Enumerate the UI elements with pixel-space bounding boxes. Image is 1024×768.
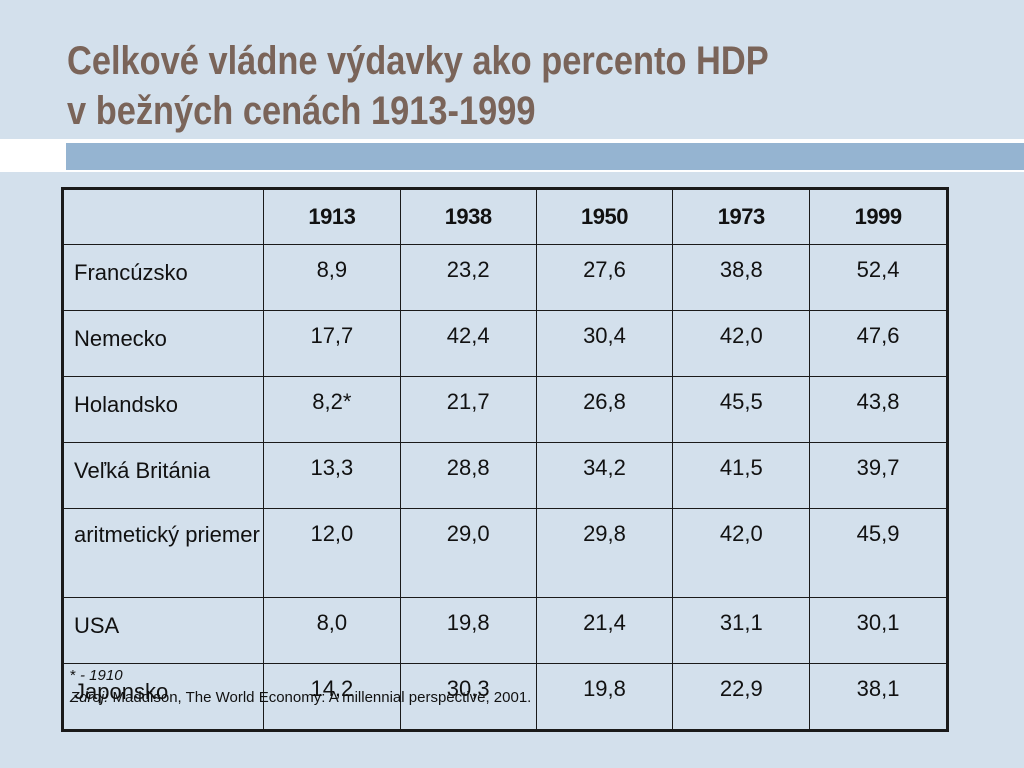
- table-cell: 45,5: [672, 376, 811, 443]
- table-cell: 30,4: [535, 310, 674, 377]
- column-header-1999: 1999: [809, 188, 948, 245]
- column-header-1913: 1913: [262, 188, 401, 245]
- table-cell: 8,2*: [262, 376, 401, 443]
- row-label: Nemecko: [62, 310, 264, 377]
- table-row: USA 8,0 19,8 21,4 31,1 30,1: [62, 597, 948, 664]
- title-underline-accent-band: [66, 143, 1024, 170]
- footnote: * - 1910 Zdroj: Maddison, The World Econ…: [70, 665, 531, 709]
- table-cell: 27,6: [535, 244, 674, 311]
- table-cell: 30,1: [809, 597, 948, 664]
- table-cell: 21,4: [535, 597, 674, 664]
- table-row: Francúzsko 8,9 23,2 27,6 38,8 52,4: [62, 244, 948, 311]
- table-cell: 34,2: [535, 442, 674, 509]
- table-cell: 28,8: [399, 442, 537, 509]
- table-cell: 29,8: [535, 508, 674, 598]
- column-header-1938: 1938: [399, 188, 537, 245]
- table-cell: 14,2: [262, 663, 401, 731]
- column-header-1973: 1973: [672, 188, 811, 245]
- table-cell: 19,8: [535, 663, 674, 731]
- table-row: aritmetický priemer 12,0 29,0 29,8 42,0 …: [62, 508, 948, 598]
- source-note: Zdroj: Maddison, The World Economy: A mi…: [70, 687, 531, 709]
- table-cell: 38,1: [809, 663, 948, 731]
- table-row: Nemecko 17,7 42,4 30,4 42,0 47,6: [62, 310, 948, 377]
- table-cell: 38,8: [672, 244, 811, 311]
- table-cell: 13,3: [262, 442, 401, 509]
- table-header-row: 1913 1938 1950 1973 1999: [62, 188, 948, 245]
- table-cell: 19,8: [399, 597, 537, 664]
- table-cell: 23,2: [399, 244, 537, 311]
- table-cell: 42,4: [399, 310, 537, 377]
- expenditure-table: 1913 1938 1950 1973 1999 Francúzsko 8,9 …: [61, 187, 949, 732]
- row-label: aritmetický priemer: [62, 508, 264, 598]
- table-row: Veľká Británia 13,3 28,8 34,2 41,5 39,7: [62, 442, 948, 509]
- column-header-1950: 1950: [535, 188, 674, 245]
- slide-title: Celkové vládne výdavky ako percento HDP …: [67, 36, 769, 136]
- table-cell: 52,4: [809, 244, 948, 311]
- table-cell: 21,7: [399, 376, 537, 443]
- table-cell: 43,8: [809, 376, 948, 443]
- asterisk-note-text: - 1910: [75, 667, 123, 684]
- slide-title-line2: v bežných cenách 1913-1999: [67, 89, 536, 133]
- table-cell: 8,9: [262, 244, 401, 311]
- table-cell: 12,0: [262, 508, 401, 598]
- table-cell: 31,1: [672, 597, 811, 664]
- table-cell: 39,7: [809, 442, 948, 509]
- asterisk-note: * - 1910: [70, 665, 531, 687]
- asterisk-marker: *: [70, 667, 76, 684]
- table-cell: 45,9: [809, 508, 948, 598]
- table-row: Holandsko 8,2* 21,7 26,8 45,5 43,8: [62, 376, 948, 443]
- table-cell: 47,6: [809, 310, 948, 377]
- row-label: Japonsko: [62, 663, 264, 731]
- table-cell: 8,0: [262, 597, 401, 664]
- source-label: Zdroj:: [70, 689, 109, 706]
- table-cell: 42,0: [672, 508, 811, 598]
- row-label: Francúzsko: [62, 244, 264, 311]
- table-cell: 30,3: [399, 663, 537, 731]
- table-cell: 26,8: [535, 376, 674, 443]
- table-row: Japonsko 14,2 30,3 19,8 22,9 38,1: [62, 663, 948, 731]
- table-cell: 41,5: [672, 442, 811, 509]
- table-cell: 22,9: [672, 663, 811, 731]
- row-label: USA: [62, 597, 264, 664]
- table-corner-cell: [62, 188, 264, 245]
- table-cell: 29,0: [399, 508, 537, 598]
- table-cell: 42,0: [672, 310, 811, 377]
- slide-title-line1: Celkové vládne výdavky ako percento HDP: [67, 39, 769, 83]
- row-label: Veľká Británia: [62, 442, 264, 509]
- source-text: Maddison, The World Economy: A millennia…: [108, 689, 532, 706]
- row-label: Holandsko: [62, 376, 264, 443]
- table-cell: 17,7: [262, 310, 401, 377]
